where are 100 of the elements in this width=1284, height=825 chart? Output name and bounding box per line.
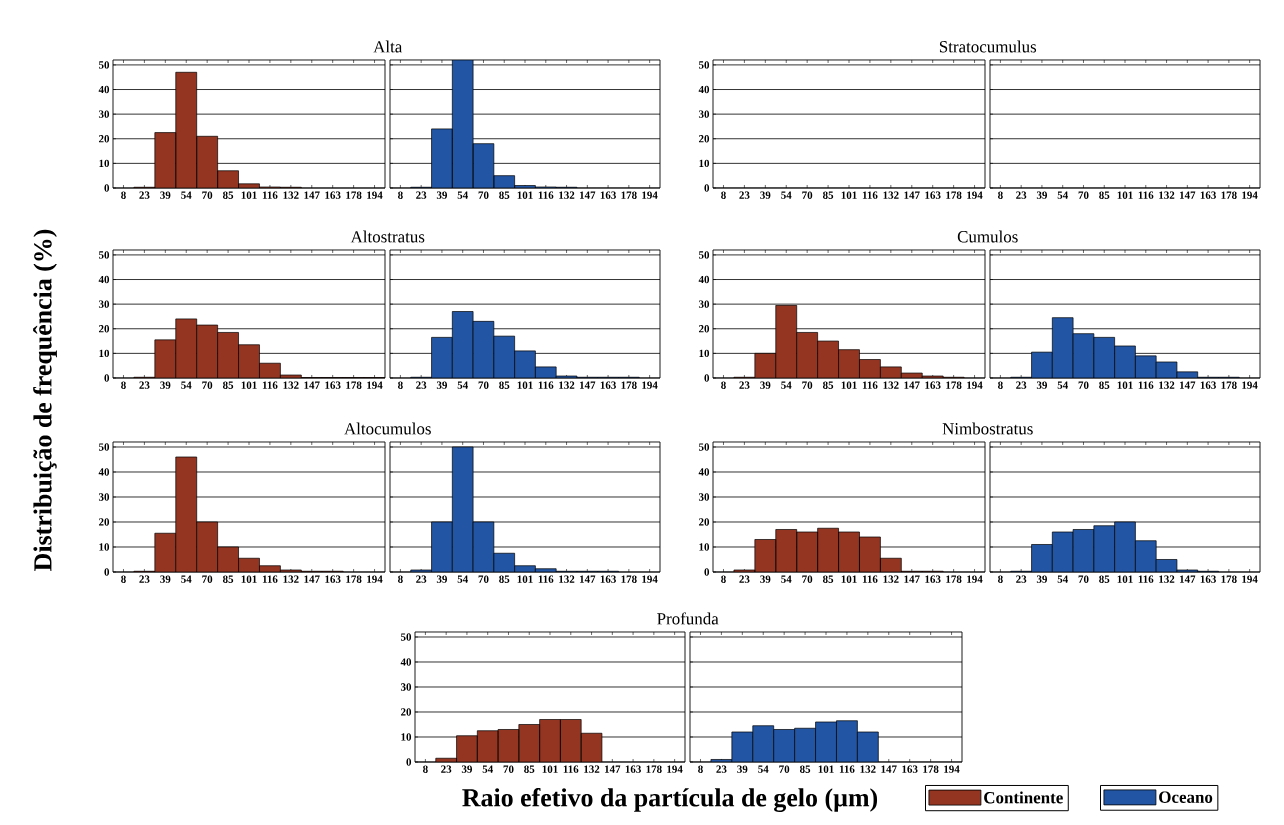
x-tick-label: 178 — [621, 575, 637, 583]
x-tick-label: 70 — [802, 191, 813, 199]
x-tick-label: 85 — [222, 575, 234, 583]
x-tick-label: 8 — [998, 575, 1003, 583]
chart-title: Nimbostratus — [942, 422, 1033, 435]
y-tick-label: 20 — [400, 708, 412, 716]
x-tick-label: 132 — [883, 381, 899, 389]
x-tick-label: 70 — [202, 191, 213, 199]
x-tick-label: 147 — [881, 765, 897, 773]
y-tick-label: 30 — [98, 493, 110, 501]
legend-label: Oceano — [1159, 791, 1213, 803]
x-tick-label: 163 — [925, 191, 941, 199]
x-tick-label: 23 — [416, 575, 427, 583]
x-tick-label: 70 — [802, 575, 813, 583]
x-tick-label: 39 — [1036, 191, 1048, 199]
x-tick-label: 132 — [860, 765, 876, 773]
x-tick-label: 54 — [181, 191, 192, 199]
x-tick-label: 132 — [559, 575, 575, 583]
x-tick-label: 132 — [883, 575, 899, 583]
x-tick-label: 70 — [478, 381, 489, 389]
x-tick-label: 70 — [478, 575, 489, 583]
y-tick-label: 50 — [98, 251, 110, 259]
x-tick-label: 116 — [262, 191, 278, 199]
x-tick-label: 116 — [1138, 191, 1154, 199]
y-tick-label: 0 — [104, 374, 110, 382]
x-tick-label: 132 — [283, 381, 299, 389]
chart-title: Profunda — [657, 612, 719, 625]
x-tick-label: 23 — [139, 575, 150, 583]
x-tick-label: 116 — [563, 765, 579, 773]
y-tick-label: 40 — [698, 468, 710, 476]
x-tick-label: 132 — [559, 191, 575, 199]
x-tick-label: 85 — [524, 765, 535, 773]
x-tick-label: 54 — [758, 765, 769, 773]
x-tick-label: 178 — [621, 381, 637, 389]
x-tick-label: 39 — [436, 575, 448, 583]
x-tick-label: 178 — [646, 765, 662, 773]
y-tick-label: 20 — [98, 518, 110, 526]
x-tick-label: 39 — [760, 191, 771, 199]
x-tick-label: 163 — [1200, 575, 1216, 583]
x-tick-label: 116 — [538, 381, 554, 389]
x-tick-label: 70 — [1078, 191, 1089, 199]
x-tick-label: 194 — [967, 191, 983, 199]
x-tick-label: 39 — [436, 381, 448, 389]
x-tick-label: 147 — [579, 191, 596, 199]
x-tick-label: 54 — [181, 381, 192, 389]
y-tick-label: 10 — [699, 349, 710, 358]
x-tick-label: 70 — [478, 191, 489, 199]
x-tick-label: 39 — [737, 765, 748, 773]
x-tick-label: 8 — [998, 381, 1003, 389]
x-tick-label: 178 — [346, 191, 362, 199]
y-tick-label: 40 — [698, 275, 710, 284]
y-tick-label: 50 — [698, 443, 710, 451]
x-tick-label: 194 — [1242, 381, 1258, 389]
x-tick-label: 101 — [517, 191, 533, 199]
x-tick-label: 85 — [222, 381, 234, 389]
x-tick-label: 194 — [367, 575, 383, 583]
x-tick-label: 54 — [482, 765, 493, 773]
y-tick-label: 20 — [98, 135, 110, 143]
x-tick-label: 8 — [998, 191, 1003, 199]
x-tick-label: 23 — [739, 575, 750, 583]
x-tick-label: 54 — [1057, 191, 1068, 199]
x-tick-label: 147 — [904, 575, 920, 583]
x-tick-label: 54 — [457, 575, 468, 583]
y-tick-label: 50 — [400, 633, 412, 641]
x-tick-label: 163 — [1200, 381, 1216, 389]
x-tick-label: 116 — [262, 381, 278, 389]
x-tick-label: 147 — [1179, 381, 1196, 389]
x-tick-label: 39 — [160, 381, 171, 389]
x-tick-label: 101 — [241, 381, 257, 389]
y-tick-label: 30 — [98, 110, 110, 118]
x-tick-label: 132 — [283, 191, 299, 199]
x-tick-label: 147 — [904, 381, 920, 389]
x-tick-label: 54 — [457, 191, 468, 199]
x-tick-label: 70 — [802, 381, 813, 389]
x-tick-label: 132 — [883, 191, 899, 199]
x-tick-label: 101 — [241, 191, 257, 199]
y-tick-label: 40 — [98, 275, 110, 284]
y-tick-label: 40 — [98, 468, 110, 476]
y-tick-label: 10 — [99, 543, 110, 551]
y-tick-label: 0 — [406, 758, 412, 766]
y-tick-label: 10 — [699, 159, 710, 168]
x-tick-label: 8 — [721, 191, 726, 199]
x-tick-label: 70 — [779, 765, 790, 773]
x-tick-label: 23 — [1016, 381, 1027, 389]
x-tick-label: 163 — [600, 191, 616, 199]
x-tick-label: 54 — [1057, 575, 1068, 583]
y-tick-label: 20 — [698, 325, 710, 333]
x-tick-label: 132 — [559, 381, 575, 389]
x-tick-label: 101 — [818, 765, 834, 773]
x-tick-label: 23 — [416, 381, 427, 389]
x-tick-label: 101 — [517, 381, 533, 389]
chart-title: Alta — [373, 40, 403, 53]
y-tick-label: 40 — [698, 85, 710, 94]
x-tick-label: 8 — [398, 191, 403, 199]
x-tick-label: 85 — [1099, 381, 1110, 389]
y-tick-label: 50 — [98, 443, 110, 451]
x-tick-label: 23 — [139, 191, 150, 199]
x-tick-label: 39 — [461, 765, 473, 773]
x-tick-label: 101 — [241, 575, 257, 583]
x-tick-label: 194 — [642, 381, 658, 389]
